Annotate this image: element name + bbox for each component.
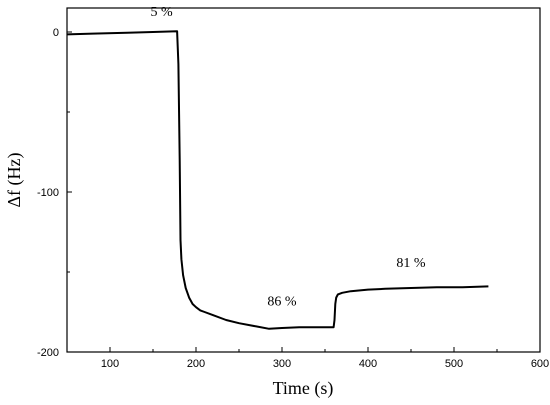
x-tick-label: 300 xyxy=(273,358,291,370)
y-tick-label: -200 xyxy=(37,347,59,359)
x-tick-label: 600 xyxy=(531,358,549,370)
annotation-label: 86 % xyxy=(267,295,297,310)
annotation-label: 81 % xyxy=(396,256,426,271)
x-tick-label: 400 xyxy=(359,358,377,370)
x-tick-label: 500 xyxy=(445,358,463,370)
x-axis-title: Time (s) xyxy=(273,378,334,399)
x-tick-label: 200 xyxy=(187,358,205,370)
tick-labels: 100 200 300 400 500 600 0 -100 -200 xyxy=(37,27,549,370)
annotations: 5 % 86 % 81 % xyxy=(151,5,426,310)
y-tick-label: 0 xyxy=(53,27,59,39)
plot-frame xyxy=(66,7,541,353)
y-tick-label: -100 xyxy=(37,187,59,199)
x-tick-label: 100 xyxy=(101,358,119,370)
y-axis-title: Δf (Hz) xyxy=(4,152,25,207)
series-line xyxy=(66,30,489,330)
annotation-label: 5 % xyxy=(151,5,174,20)
ticks xyxy=(66,31,541,353)
